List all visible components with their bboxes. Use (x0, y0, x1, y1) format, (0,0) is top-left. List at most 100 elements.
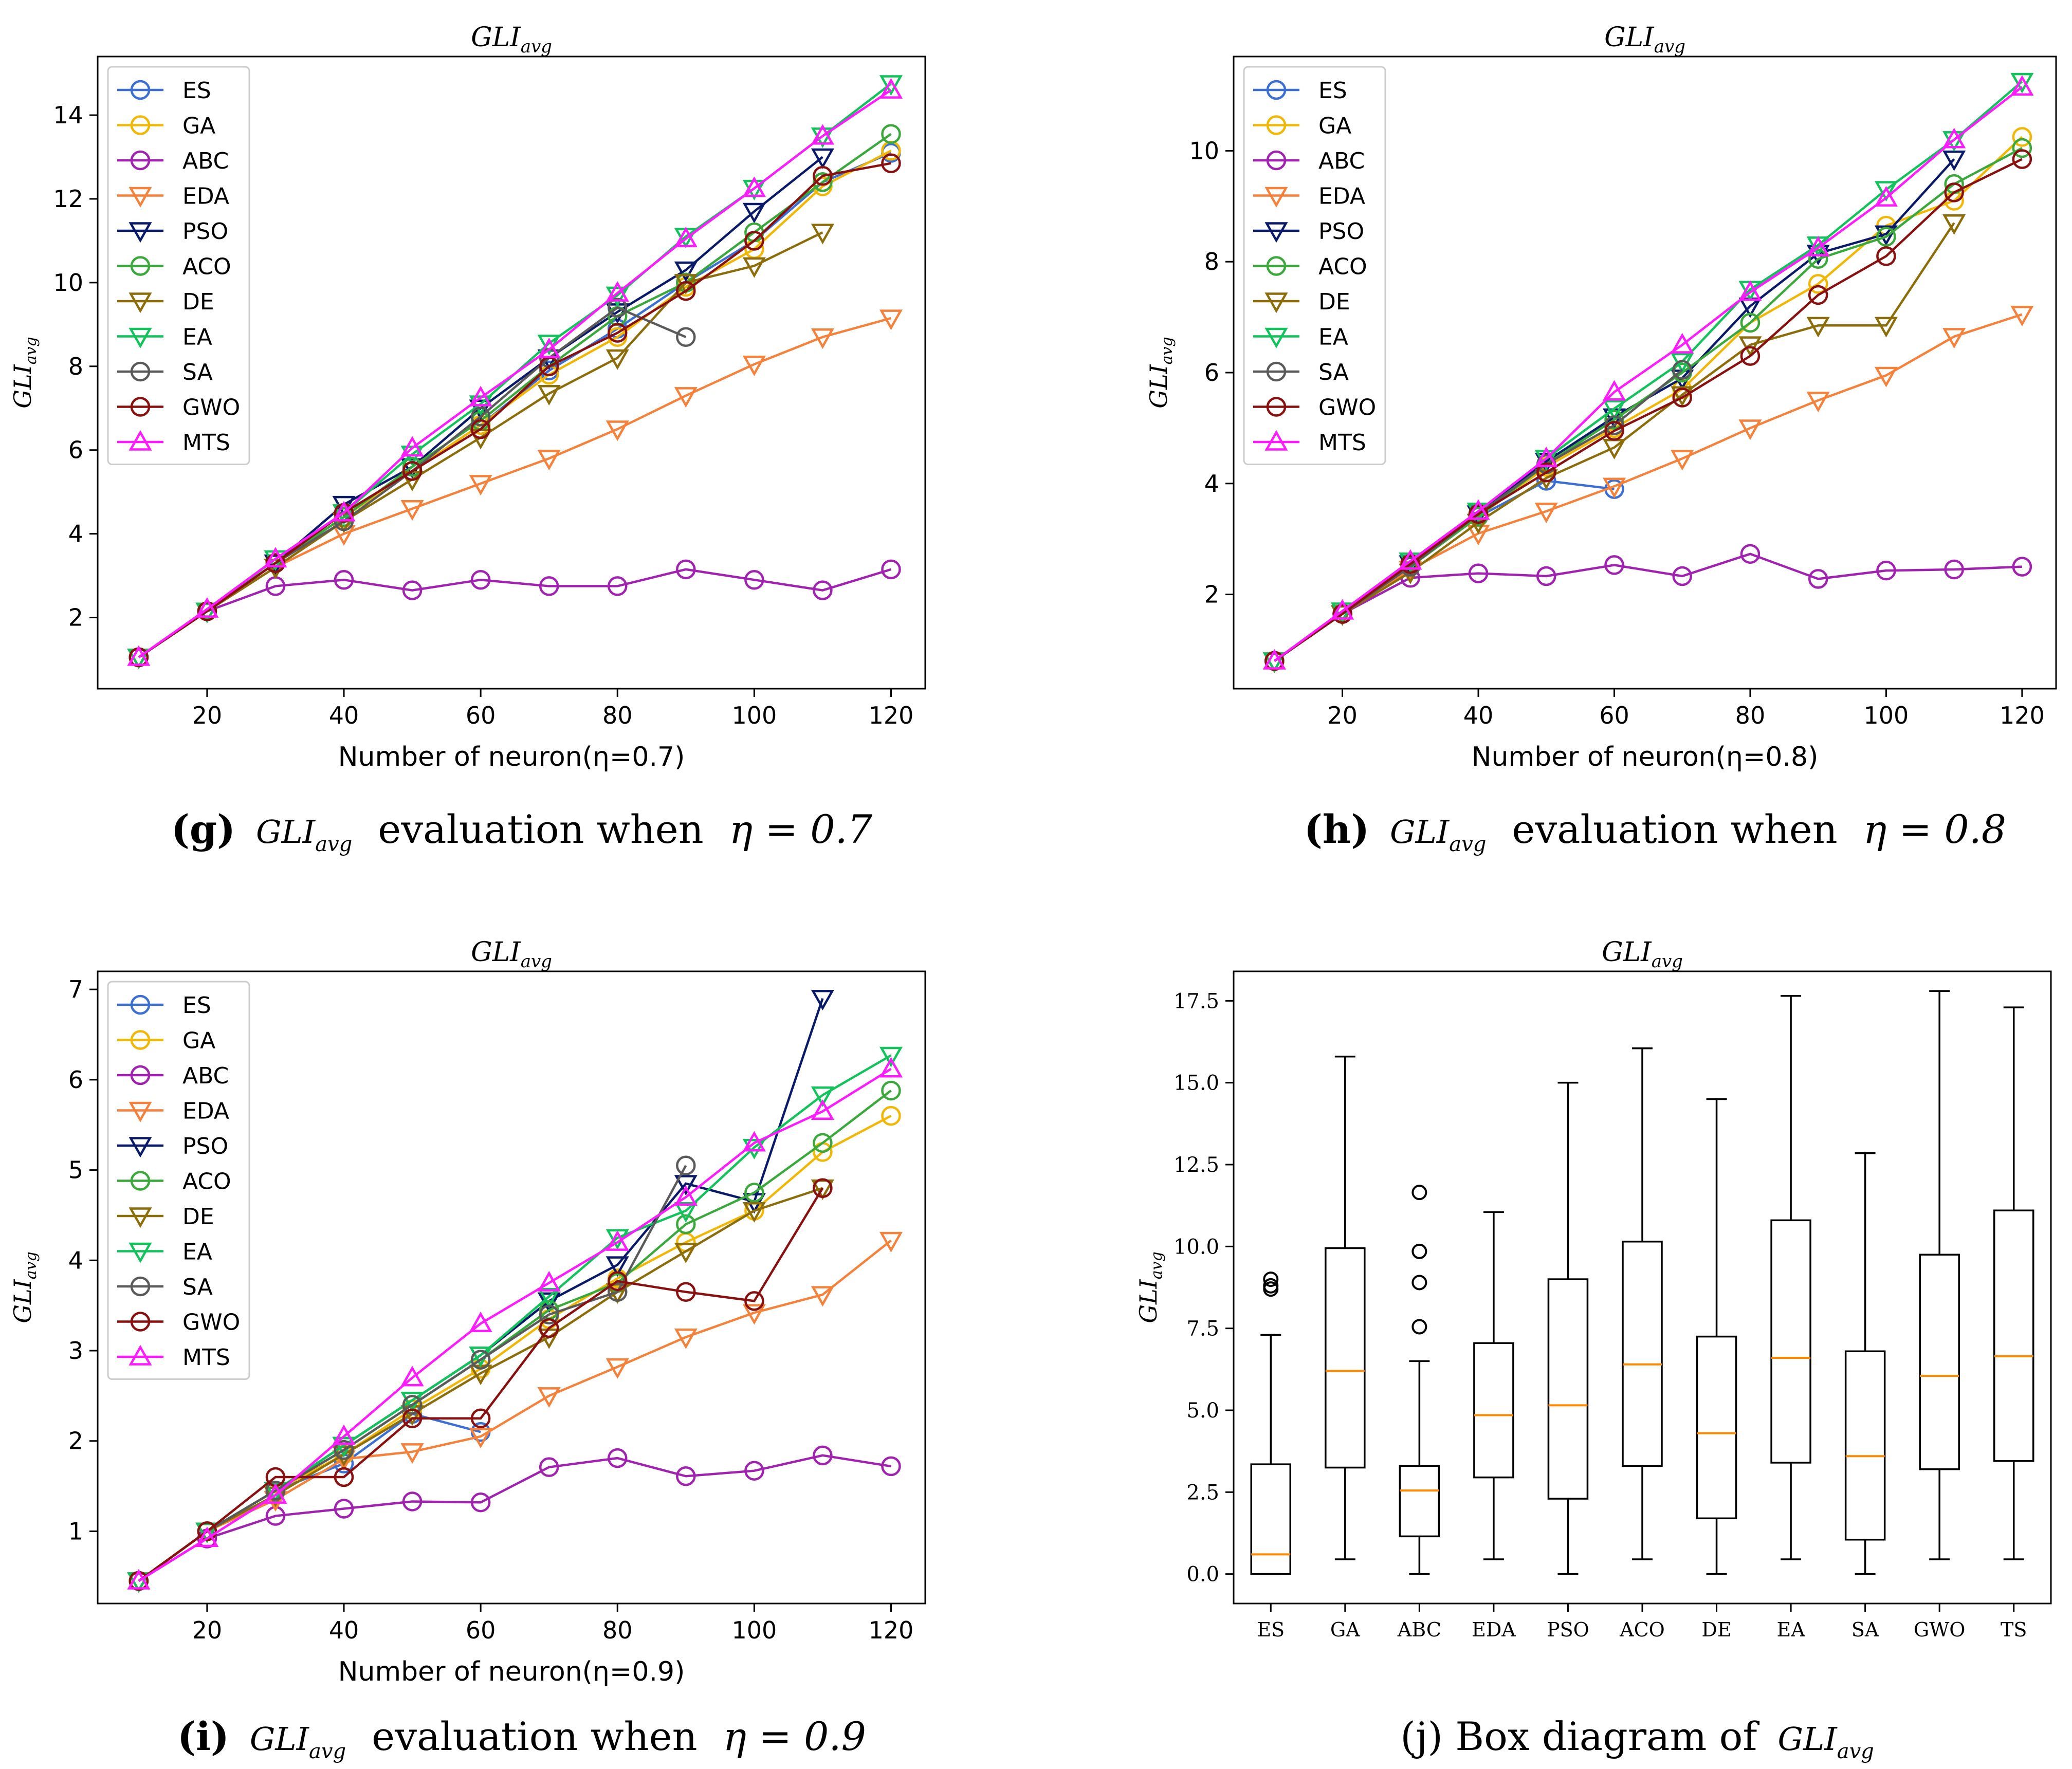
series-abc (1264, 544, 2032, 671)
data-point-eda (606, 1358, 629, 1379)
data-point-ea (195, 1522, 219, 1543)
data-point-gwo (402, 1408, 423, 1429)
series-mts (1262, 75, 2034, 670)
data-point-gwo (881, 153, 901, 173)
x-axis-label: Number of neuron(η=0.9) (338, 1656, 685, 1687)
legend-item-de: DE (1253, 289, 1350, 315)
data-point-eda (2010, 306, 2034, 326)
caption-var: GLI (1778, 1720, 1838, 1758)
legend-marker (130, 1171, 151, 1191)
data-point-pso (674, 261, 698, 282)
x-tick-label: 40 (329, 702, 359, 729)
legend: ES GA ABC EDA PSO ACO DE EA SA GWO MTS (1243, 66, 1386, 465)
caption-tag: (g) (171, 806, 235, 852)
series-line-abc (138, 568, 892, 658)
y-tick-label: 8 (1204, 248, 1219, 275)
x-tick-label: ES (1257, 1618, 1285, 1641)
data-point-eda (537, 1387, 561, 1408)
legend-label: EDA (182, 183, 229, 210)
caption-tag: (h) (1304, 806, 1369, 852)
legend-item-sa: SA (117, 359, 213, 385)
data-point-aco (1604, 410, 1624, 430)
data-point-ea (1874, 181, 1898, 202)
chart-title-main: GLI (1604, 22, 1655, 53)
y-axis-label: GLIavg (9, 337, 40, 409)
legend-label: EDA (1318, 183, 1365, 210)
data-point-gwo (402, 461, 423, 481)
x-tick-label: 80 (1735, 702, 1766, 729)
legend-label: MTS (182, 430, 230, 456)
data-point-mts (674, 1185, 698, 1206)
data-point-abc (1740, 544, 1761, 564)
y-tick-label: 4 (68, 520, 83, 548)
box-ts (1993, 1006, 2034, 1560)
data-point-eda (1806, 392, 1830, 413)
caption-var: GLI (250, 1720, 310, 1758)
data-point-eda (400, 500, 424, 521)
chart-title-sub: avg (1654, 36, 1685, 57)
data-point-de (811, 224, 834, 245)
caption-text: evaluation when (372, 1713, 697, 1759)
data-point-eda (811, 328, 834, 349)
data-point-mts (400, 436, 424, 457)
caption-sub: avg (309, 1740, 346, 1763)
x-tick-label: GWO (1914, 1618, 1966, 1641)
data-point-ea (1602, 400, 1626, 421)
data-point-gwo (1672, 388, 1692, 408)
data-point-ea (674, 1202, 698, 1223)
box-es (1250, 1272, 1292, 1575)
data-point-mts (537, 1270, 561, 1292)
y-axis-label-main: GLI (1134, 1279, 1162, 1323)
box-iqr (1325, 1247, 1366, 1469)
data-point-abc (676, 1466, 696, 1486)
legend-marker (1266, 150, 1287, 171)
x-tick-label: ABC (1397, 1618, 1441, 1641)
chart-title: GLIavg (1604, 22, 1685, 57)
y-tick-label: 6 (68, 436, 83, 464)
legend-label: ACO (182, 1169, 231, 1195)
x-tick-label: 60 (1599, 702, 1629, 729)
data-point-abc (470, 569, 491, 590)
legend-item-aco: ACO (1253, 254, 1367, 280)
x-tick-label: EA (1776, 1618, 1805, 1641)
data-point-gwo (676, 281, 696, 301)
data-point-eda (400, 1443, 424, 1464)
x-tick-label: 100 (1864, 702, 1909, 729)
data-point-pso (811, 990, 834, 1010)
box-iqr (1250, 1463, 1292, 1575)
data-point-eda (1738, 419, 1762, 440)
data-point-abc (813, 580, 833, 600)
legend-item-es: ES (117, 78, 211, 104)
y-axis-label-group: GLIavg (9, 1251, 40, 1323)
data-point-abc (813, 1445, 833, 1466)
legend-label: GA (1318, 113, 1351, 139)
data-point-mts (2010, 75, 2034, 96)
y-tick-label: 2 (68, 1427, 83, 1455)
x-tick-label: 80 (602, 702, 633, 729)
series-gwo (1264, 149, 2032, 671)
y-tick-label: 17.5 (1173, 989, 1219, 1013)
outlier-point (1411, 1185, 1427, 1201)
data-point-aco (813, 172, 833, 192)
data-point-abc (1808, 569, 1828, 589)
legend-label: ES (182, 992, 211, 1019)
caption-sub: avg (315, 833, 352, 856)
y-tick-label: 7 (68, 975, 83, 1003)
caption-sub: avg (1449, 833, 1486, 856)
legend-label: ABC (182, 1063, 229, 1089)
data-point-eda (1942, 328, 1966, 349)
y-tick-label: 14 (53, 101, 83, 129)
data-point-eda (606, 420, 629, 441)
data-point-sa (470, 1350, 491, 1370)
data-point-sa (334, 1440, 354, 1460)
y-tick-label: 7.5 (1186, 1317, 1219, 1341)
chart-title-sub: avg (521, 951, 552, 972)
y-tick-label: 8 (68, 353, 83, 380)
legend-label: EA (182, 1239, 212, 1265)
box-iqr (1919, 1254, 1960, 1470)
y-axis-label-group: GLIavg (1134, 1251, 1166, 1323)
data-point-abc (402, 1491, 423, 1512)
data-point-mts (195, 1526, 219, 1547)
data-point-de (742, 1202, 766, 1223)
x-axis-label: Number of neuron(η=0.7) (338, 742, 685, 772)
